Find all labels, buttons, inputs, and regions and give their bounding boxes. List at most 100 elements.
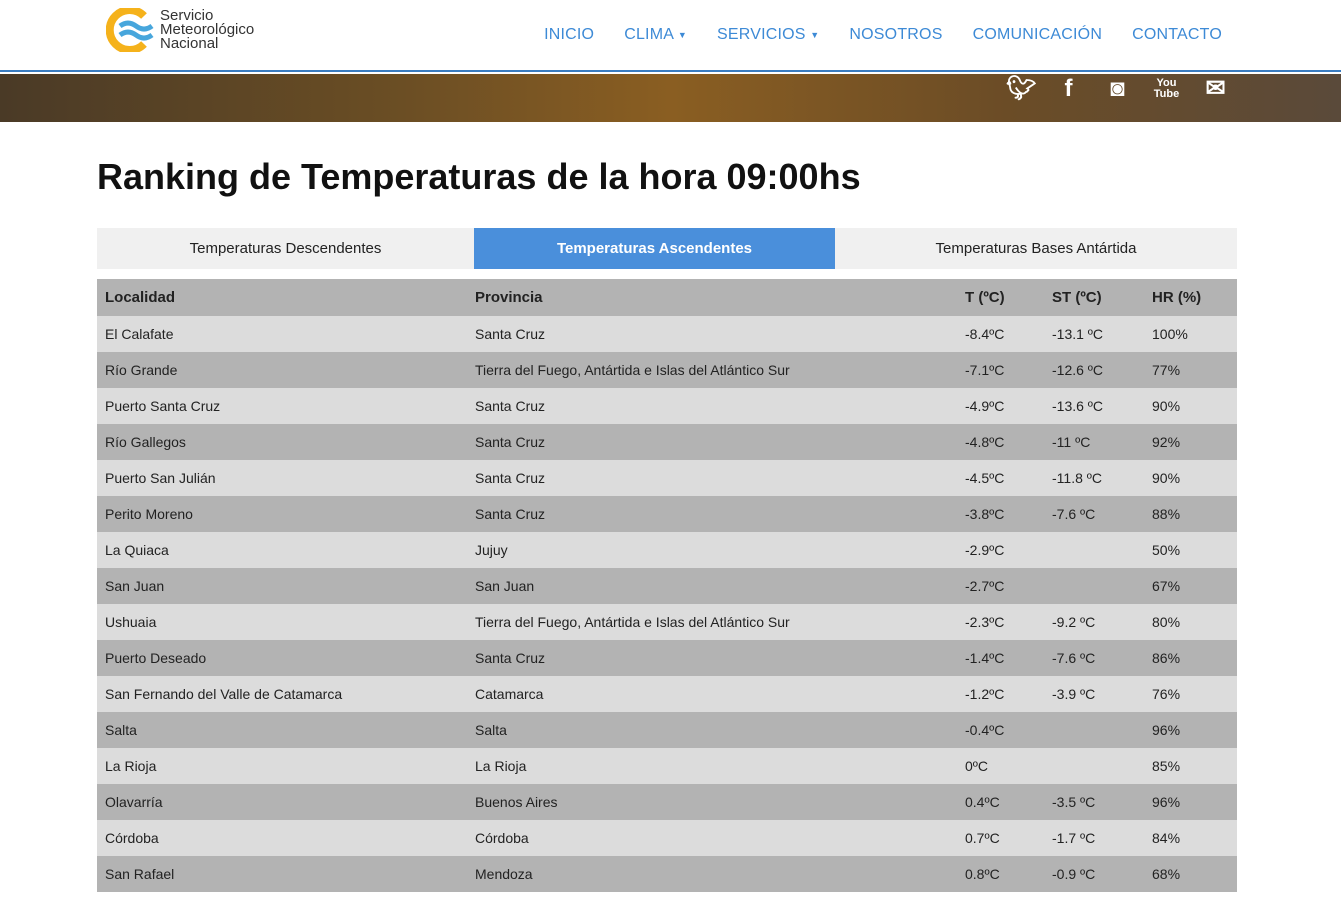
cell-temperatura: -2.3ºC [957, 604, 1044, 640]
cell-provincia: Santa Cruz [467, 316, 957, 352]
cell-temperatura: -3.8ºC [957, 496, 1044, 532]
tab-antartida[interactable]: Temperaturas Bases Antártida [835, 228, 1237, 269]
cell-provincia: San Juan [467, 568, 957, 604]
cell-humedad: 85% [1144, 748, 1237, 784]
nav-clima[interactable]: CLIMA ▼ [624, 26, 687, 44]
cell-temperatura: -2.9ºC [957, 532, 1044, 568]
cell-provincia: Santa Cruz [467, 496, 957, 532]
cell-localidad: Perito Moreno [97, 496, 467, 532]
cell-temperatura: -1.4ºC [957, 640, 1044, 676]
cell-temperatura: -4.5ºC [957, 460, 1044, 496]
table-row: San Fernando del Valle de Catamarca Catam… [97, 676, 1237, 712]
cell-provincia: Tierra del Fuego, Antártida e Islas del … [467, 604, 957, 640]
nav-label: CLIMA [624, 26, 674, 43]
top-navbar: Servicio Meteorológico Nacional INICIO C… [0, 0, 1341, 72]
cell-sensacion-termica [1044, 568, 1144, 604]
cell-temperatura: 0.8ºC [957, 856, 1044, 892]
cell-sensacion-termica [1044, 532, 1144, 568]
cell-localidad: Olavarría [97, 784, 467, 820]
ranking-table: Localidad Provincia T (ºC) ST (ºC) HR (%… [97, 279, 1237, 892]
cell-humedad: 86% [1144, 640, 1237, 676]
cell-humedad: 88% [1144, 496, 1237, 532]
page-title: Ranking de Temperaturas de la hora 09:00… [97, 156, 861, 197]
table-row: Puerto Deseado Santa Cruz -1.4ºC -7.6 ºC 86% [97, 640, 1237, 676]
cell-humedad: 68% [1144, 856, 1237, 892]
youtube-icon[interactable]: You Tube [1153, 76, 1180, 100]
header-temperatura: T (ºC) [957, 279, 1044, 316]
table-row: El Calafate Santa Cruz -8.4ºC -13.1 ºC 100% [97, 316, 1237, 352]
cell-provincia: Buenos Aires [467, 784, 957, 820]
twitter-icon[interactable]: 🐦︎ [1006, 75, 1037, 102]
cell-localidad: La Quiaca [97, 532, 467, 568]
cell-provincia: Jujuy [467, 532, 957, 568]
cell-sensacion-termica: -7.6 ºC [1044, 496, 1144, 532]
table-row: Río Grande Tierra del Fuego, Antártida e … [97, 352, 1237, 388]
cell-localidad: Ushuaia [97, 604, 467, 640]
cell-humedad: 67% [1144, 568, 1237, 604]
cell-localidad: El Calafate [97, 316, 467, 352]
cell-provincia: Córdoba [467, 820, 957, 856]
nav-label: SERVICIOS [716, 26, 806, 43]
cell-humedad: 84% [1144, 820, 1237, 856]
nav-contacto[interactable]: CONTACTO [1132, 26, 1222, 44]
brand-line: Meteorológico [160, 21, 255, 38]
cell-humedad: 100% [1144, 316, 1237, 352]
cell-sensacion-termica: -11 ºC [1044, 424, 1144, 460]
cell-sensacion-termica: -12.6 ºC [1044, 352, 1144, 388]
cell-provincia: Santa Cruz [467, 640, 957, 676]
brand-line: Nacional [160, 35, 219, 52]
header-sensacion-termica: ST (ºC) [1044, 279, 1144, 316]
cell-temperatura: -1.2ºC [957, 676, 1044, 712]
header-localidad: Localidad [97, 279, 467, 316]
cell-temperatura: 0.7ºC [957, 820, 1044, 856]
table-row: Puerto Santa Cruz Santa Cruz -4.9ºC -13.6 º… [97, 388, 1237, 424]
table-header-row: Localidad Provincia T (ºC) ST (ºC) HR (%… [97, 279, 1237, 316]
header-humedad: HR (%) [1144, 279, 1237, 316]
nav-label: COMUNICACIÓN [972, 26, 1103, 43]
cell-localidad: Puerto Deseado [97, 640, 467, 676]
cell-humedad: 50% [1144, 532, 1237, 568]
nav-servicios[interactable]: SERVICIOS ▼ [717, 26, 819, 44]
cell-localidad: La Rioja [97, 748, 467, 784]
caret-down-icon: ▼ [677, 29, 687, 40]
table-row: Olavarría Buenos Aires 0.4ºC -3.5 ºC 96% [97, 784, 1237, 820]
table-row: Perito Moreno Santa Cruz -3.8ºC -7.6 ºC 88% [97, 496, 1237, 532]
smn-logo[interactable]: Servicio Meteorológico Nacional [106, 8, 254, 52]
cell-sensacion-termica: -13.6 ºC [1044, 388, 1144, 424]
cell-provincia: Tierra del Fuego, Antártida e Islas del … [467, 352, 957, 388]
table-row: La Rioja La Rioja 0ºC 85% [97, 748, 1237, 784]
cell-provincia: Salta [467, 712, 957, 748]
nav-label: CONTACTO [1132, 26, 1222, 43]
tab-ascendentes[interactable]: Temperaturas Ascendentes [474, 228, 835, 269]
ranking-tabs: Temperaturas Descendentes Temperaturas A… [97, 228, 1237, 269]
nav-label: INICIO [544, 26, 595, 43]
cell-provincia: Catamarca [467, 676, 957, 712]
table-row: San Rafael Mendoza 0.8ºC -0.9 ºC 68% [97, 856, 1237, 892]
cell-temperatura: -8.4ºC [957, 316, 1044, 352]
smn-logo-icon [106, 8, 154, 52]
instagram-icon[interactable]: ◙ [1110, 74, 1125, 102]
cell-localidad: Puerto San Julián [97, 460, 467, 496]
cell-localidad: Río Gallegos [97, 424, 467, 460]
nav-inicio[interactable]: INICIO [544, 26, 594, 44]
nav-label: NOSOTROS [849, 26, 943, 43]
cell-sensacion-termica [1044, 712, 1144, 748]
tab-descendentes[interactable]: Temperaturas Descendentes [189, 240, 382, 257]
cell-humedad: 96% [1144, 712, 1237, 748]
cell-sensacion-termica: -3.5 ºC [1044, 784, 1144, 820]
cell-humedad: 92% [1144, 424, 1237, 460]
city-banner [0, 74, 1341, 122]
cell-localidad: Córdoba [97, 820, 467, 856]
cell-temperatura: -4.8ºC [957, 424, 1044, 460]
table-row: Córdoba Córdoba 0.7ºC -1.7 ºC 84% [97, 820, 1237, 856]
nav-comunicacion[interactable]: COMUNICACIÓN [973, 26, 1103, 44]
main-nav: INICIO CLIMA ▼ SERVICIOS ▼ NOSOTROS COMU… [544, 26, 1222, 44]
cell-localidad: San Juan [97, 568, 467, 604]
facebook-icon[interactable]: f [1064, 74, 1073, 102]
cell-sensacion-termica: -9.2 ºC [1044, 604, 1144, 640]
cell-temperatura: -4.9ºC [957, 388, 1044, 424]
nav-nosotros[interactable]: NOSOTROS [849, 26, 942, 44]
cell-humedad: 90% [1144, 388, 1237, 424]
cell-humedad: 90% [1144, 460, 1237, 496]
mail-icon[interactable]: ✉ [1205, 75, 1226, 102]
